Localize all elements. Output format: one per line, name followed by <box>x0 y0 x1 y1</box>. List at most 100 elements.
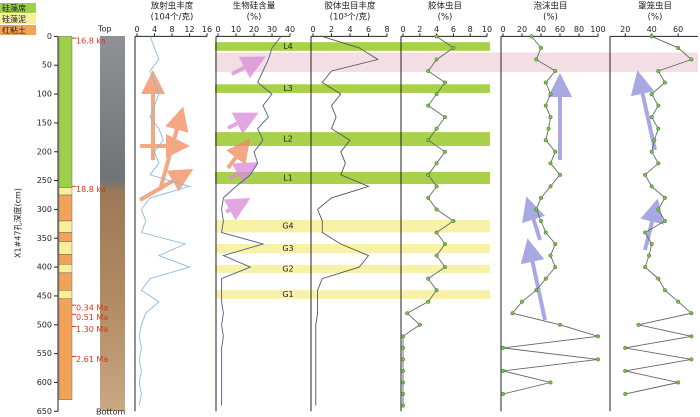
series-line <box>625 35 693 395</box>
y-tick-label: 0 <box>47 32 52 41</box>
point <box>434 207 439 212</box>
x-tick-label: 4 <box>347 25 352 34</box>
point <box>649 34 654 39</box>
band-label: G3 <box>282 244 293 253</box>
point <box>426 172 431 177</box>
point <box>434 288 439 293</box>
point <box>401 334 406 339</box>
y-tick-label: 600 <box>37 378 52 387</box>
point <box>656 276 661 281</box>
point <box>543 80 548 85</box>
y-tick-label: 500 <box>37 320 52 329</box>
x-tick-label: 0 <box>215 25 220 34</box>
band <box>215 132 490 146</box>
series-line <box>502 36 599 395</box>
point <box>553 242 558 247</box>
point <box>443 80 448 85</box>
point <box>401 357 406 362</box>
point <box>426 103 431 108</box>
point <box>643 172 648 177</box>
point <box>405 311 410 316</box>
point <box>656 103 661 108</box>
x-tick-label: 0 <box>310 25 315 34</box>
band <box>215 171 490 185</box>
y-tick-label: 250 <box>37 176 52 185</box>
point <box>649 149 654 154</box>
point <box>636 322 641 327</box>
point <box>426 138 431 143</box>
x-tick-label: 60 <box>673 25 683 34</box>
x-tick-label: 20 <box>517 25 527 34</box>
x-tick-label: 60 <box>555 25 565 34</box>
point <box>689 311 694 316</box>
point <box>543 276 548 281</box>
arrow <box>630 70 657 151</box>
x-tick-label: 40 <box>647 25 657 34</box>
x-tick-label: 80 <box>574 25 584 34</box>
point <box>548 92 553 97</box>
point <box>501 391 506 396</box>
point <box>596 334 601 339</box>
x-tick-label: 40 <box>285 25 295 34</box>
point <box>656 69 661 74</box>
panel-title: 生物硅含量 <box>233 1 276 12</box>
point <box>623 368 628 373</box>
point <box>649 92 654 97</box>
point <box>520 299 525 304</box>
panel-unit: (10³个/克) <box>330 13 371 23</box>
point <box>596 357 601 362</box>
point <box>649 115 654 120</box>
x-tick-label: 4 <box>434 25 439 34</box>
point <box>546 126 551 131</box>
arrow <box>231 56 266 79</box>
band-label: G1 <box>282 290 293 299</box>
legend-label: 硅藻席 <box>2 3 26 13</box>
point <box>656 126 661 131</box>
point <box>643 265 648 270</box>
arrow <box>520 238 547 321</box>
point <box>401 391 406 396</box>
point <box>543 230 548 235</box>
point <box>534 207 539 212</box>
x-tick-label: 20 <box>249 25 259 34</box>
point <box>426 195 431 200</box>
point <box>662 288 667 293</box>
lithology-layer <box>58 194 73 222</box>
age-label: 1.30 Ma <box>76 325 108 334</box>
point <box>434 161 439 166</box>
point <box>647 253 652 258</box>
lithology-layer <box>58 289 73 300</box>
point <box>662 195 667 200</box>
x-tick-label: 20 <box>620 25 630 34</box>
point <box>662 218 667 223</box>
lithology-layer <box>58 272 73 291</box>
y-tick-label: 100 <box>37 90 52 99</box>
panel-title: 胶体虫目丰度 <box>324 1 376 12</box>
point <box>652 138 657 143</box>
point <box>548 115 553 120</box>
point <box>426 69 431 74</box>
band <box>215 219 490 233</box>
point <box>656 207 661 212</box>
x-tick-label: 6 <box>451 25 456 34</box>
point <box>548 184 553 189</box>
legend-label: 硅藻泥 <box>2 14 26 24</box>
lithology-layer <box>58 264 73 274</box>
y-tick-label: 300 <box>37 205 52 214</box>
x-tick-label: 4 <box>152 25 157 34</box>
point <box>539 218 544 223</box>
point <box>434 253 439 258</box>
point <box>553 69 558 74</box>
lithology-layer <box>58 241 73 255</box>
arrow <box>223 198 251 221</box>
point <box>548 253 553 258</box>
band <box>215 84 490 93</box>
point <box>676 45 681 50</box>
point <box>443 242 448 247</box>
x-tick-label: 10 <box>231 25 241 34</box>
point <box>434 34 439 39</box>
point <box>548 161 553 166</box>
trend-arrows <box>138 56 664 321</box>
point <box>401 380 406 385</box>
band-label: G4 <box>282 222 293 231</box>
